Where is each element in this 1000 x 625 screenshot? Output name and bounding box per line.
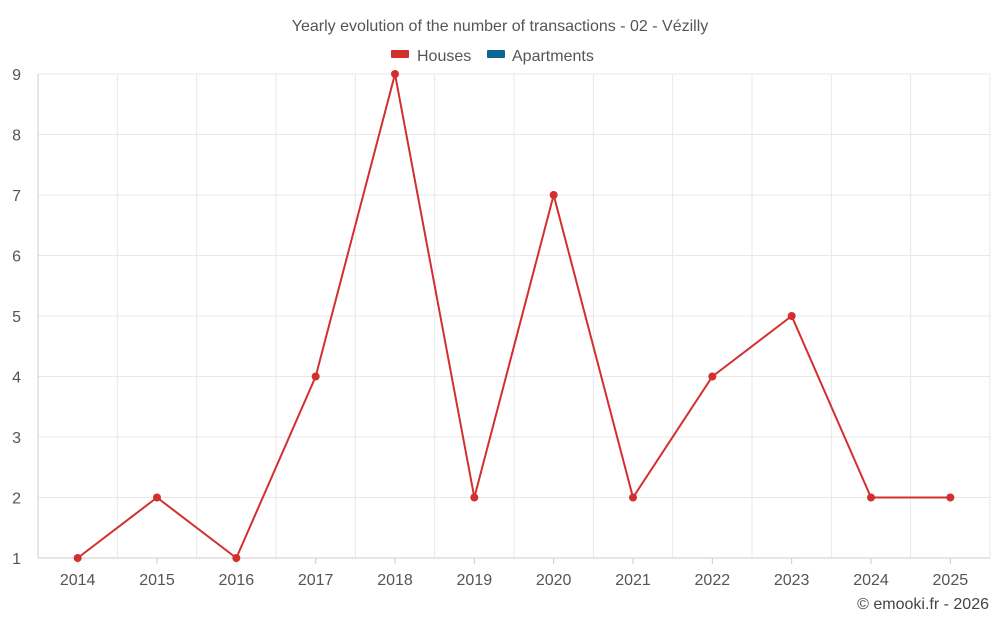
- x-tick-label-2025: 2025: [933, 572, 969, 589]
- legend: Houses Apartments: [391, 48, 594, 65]
- x-tick-label-2019: 2019: [457, 572, 493, 589]
- x-tick-label-2020: 2020: [536, 572, 572, 589]
- legend-label-houses: Houses: [417, 48, 471, 65]
- data-point-houses-2020[interactable]: [549, 191, 558, 199]
- x-tick-label-2017: 2017: [298, 572, 334, 589]
- y-tick-label: 6: [12, 249, 21, 266]
- x-tick-label-2022: 2022: [695, 572, 731, 589]
- data-point-houses-2019[interactable]: [470, 493, 479, 502]
- data-point-houses-2023[interactable]: [787, 312, 796, 320]
- data-point-houses-2025[interactable]: [946, 493, 955, 502]
- legend-item-apartments[interactable]: Apartments: [487, 48, 594, 65]
- legend-label-apartments: Apartments: [512, 48, 594, 65]
- data-point-houses-2018[interactable]: [391, 70, 399, 78]
- x-tick-label-2018: 2018: [377, 572, 413, 589]
- y-tick-label: 3: [12, 430, 21, 447]
- y-tick-label: 4: [12, 370, 21, 387]
- credit-text: © emooki.fr - 2026: [857, 596, 989, 613]
- data-point-houses-2017[interactable]: [311, 372, 320, 381]
- data-point-houses-2015[interactable]: [153, 493, 161, 502]
- x-tick-label-2016: 2016: [219, 572, 255, 589]
- data-point-houses-2014[interactable]: [73, 554, 82, 562]
- x-tick-label-2014: 2014: [60, 572, 96, 589]
- x-tick-label-2021: 2021: [615, 572, 651, 589]
- y-tick-label: 5: [12, 309, 21, 326]
- x-tick-label-2024: 2024: [853, 572, 889, 589]
- legend-swatch-houses: [391, 50, 409, 58]
- data-point-houses-2022[interactable]: [708, 372, 717, 381]
- data-point-houses-2016[interactable]: [232, 554, 241, 562]
- data-point-houses-2024[interactable]: [867, 493, 875, 502]
- y-tick-label: 2: [12, 491, 21, 508]
- data-point-houses-2021[interactable]: [629, 493, 637, 502]
- legend-swatch-apartments: [487, 50, 505, 58]
- y-tick-label: 9: [12, 67, 21, 84]
- legend-item-houses[interactable]: Houses: [391, 48, 471, 65]
- chart-title: Yearly evolution of the number of transa…: [292, 18, 709, 35]
- series-layer: [73, 70, 955, 562]
- x-tick-label-2023: 2023: [774, 572, 810, 589]
- y-tick-label: 1: [12, 551, 21, 568]
- y-tick-label: 8: [12, 128, 21, 145]
- series-line-houses: [77, 73, 951, 559]
- grid: [37, 73, 991, 558]
- x-axis: 2014 2015 2016 2017 2018 2019 2020 2021 2022 2023…: [38, 557, 990, 589]
- y-tick-label: 7: [12, 188, 21, 205]
- y-axis: 1 2 3 4 5 6 7 8 9: [12, 67, 39, 568]
- x-tick-label-2015: 2015: [139, 572, 175, 589]
